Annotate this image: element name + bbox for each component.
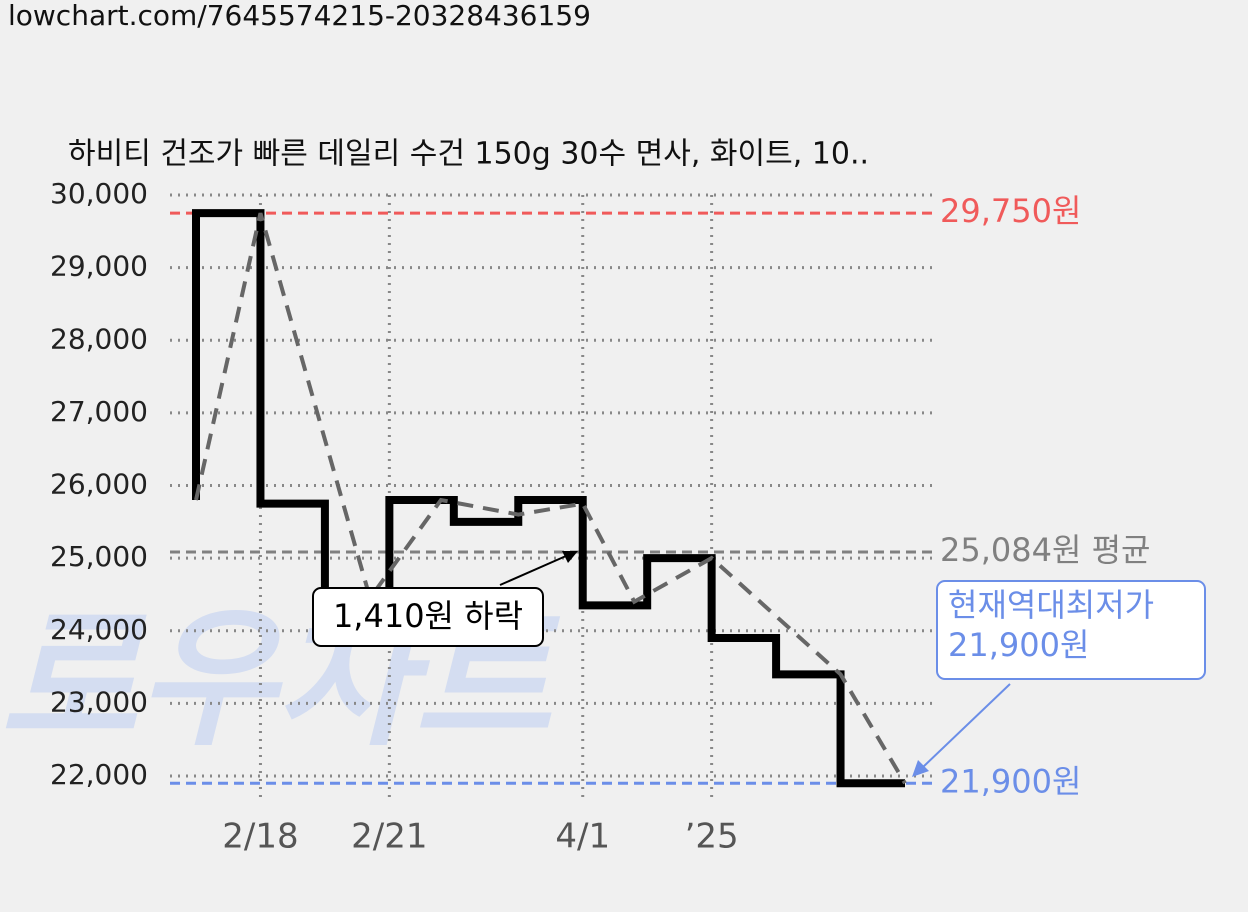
annotation-box [936, 580, 1206, 680]
y-tick-label: 28,000 [50, 322, 148, 355]
annotation-arrow [921, 683, 1011, 769]
reference-label: 29,750원 [940, 192, 1081, 230]
x-tick-label: 2/21 [351, 817, 427, 857]
y-tick-label: 30,000 [50, 177, 148, 210]
reference-label: 25,084원 평균 [940, 531, 1150, 569]
y-tick-label: 27,000 [50, 395, 148, 428]
price-line [194, 212, 907, 785]
y-tick-label: 26,000 [50, 468, 148, 501]
chart-title: 하비티 건조가 빠른 데일리 수건 150g 30수 면사, 화이트, 10.. [68, 137, 869, 172]
y-tick-label: 23,000 [50, 685, 148, 718]
x-tick-label: 4/1 [555, 817, 610, 857]
annotation-box [312, 587, 544, 647]
price-line [192, 209, 905, 788]
y-tick-label: 25,000 [50, 540, 148, 573]
annotation-arrowhead [562, 551, 578, 563]
x-tick-label: 2/18 [222, 817, 298, 857]
annotation-arrow [499, 555, 567, 586]
annotation-text: 1,410원 하락 [333, 597, 523, 635]
annotation-arrowhead [912, 760, 929, 777]
y-tick-label: 24,000 [50, 613, 148, 646]
x-tick-label: ’25 [685, 817, 739, 857]
y-tick-label: 29,000 [50, 250, 148, 283]
annotation-text: 21,900원 [948, 626, 1089, 664]
annotation-text: 현재역대최저가 [948, 586, 1154, 624]
reference-label: 21,900원 [940, 762, 1081, 800]
y-tick-label: 22,000 [50, 758, 148, 791]
url: lowchart.com/7645574215-20328436159 [8, 0, 591, 32]
